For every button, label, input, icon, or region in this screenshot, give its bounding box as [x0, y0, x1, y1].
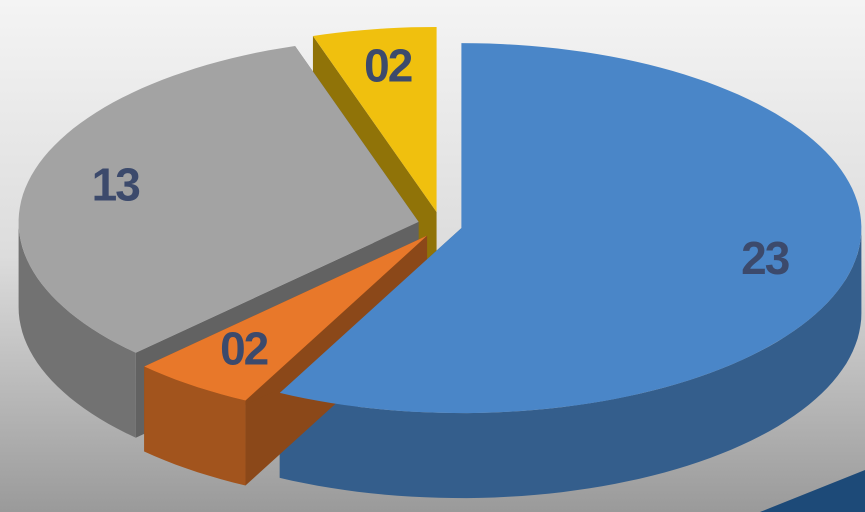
data-label: 02 [220, 323, 268, 375]
data-label: 23 [741, 232, 789, 284]
data-label: 13 [92, 158, 140, 210]
data-label: 02 [364, 40, 412, 92]
chart: 23 02 13 02 [0, 0, 865, 512]
